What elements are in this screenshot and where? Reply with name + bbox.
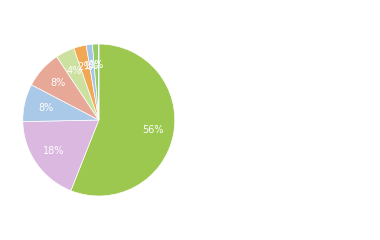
Text: 8%: 8% <box>38 102 53 113</box>
Text: 1%: 1% <box>89 60 104 70</box>
Wedge shape <box>71 44 175 196</box>
Text: 4%: 4% <box>67 66 82 76</box>
Legend: Centre for Biodiversity
Genomics [42], Mined from GenBank, NCBI [14], Naturalis : Centre for Biodiversity Genomics [42], M… <box>190 0 346 153</box>
Wedge shape <box>57 48 99 120</box>
Text: 56%: 56% <box>142 125 163 135</box>
Wedge shape <box>23 120 99 191</box>
Wedge shape <box>23 85 99 122</box>
Text: 2%: 2% <box>78 62 93 72</box>
Text: 1%: 1% <box>84 61 100 71</box>
Text: 8%: 8% <box>51 78 66 88</box>
Wedge shape <box>92 44 99 120</box>
Wedge shape <box>74 45 99 120</box>
Text: 18%: 18% <box>43 146 65 156</box>
Wedge shape <box>86 44 99 120</box>
Wedge shape <box>32 57 99 120</box>
